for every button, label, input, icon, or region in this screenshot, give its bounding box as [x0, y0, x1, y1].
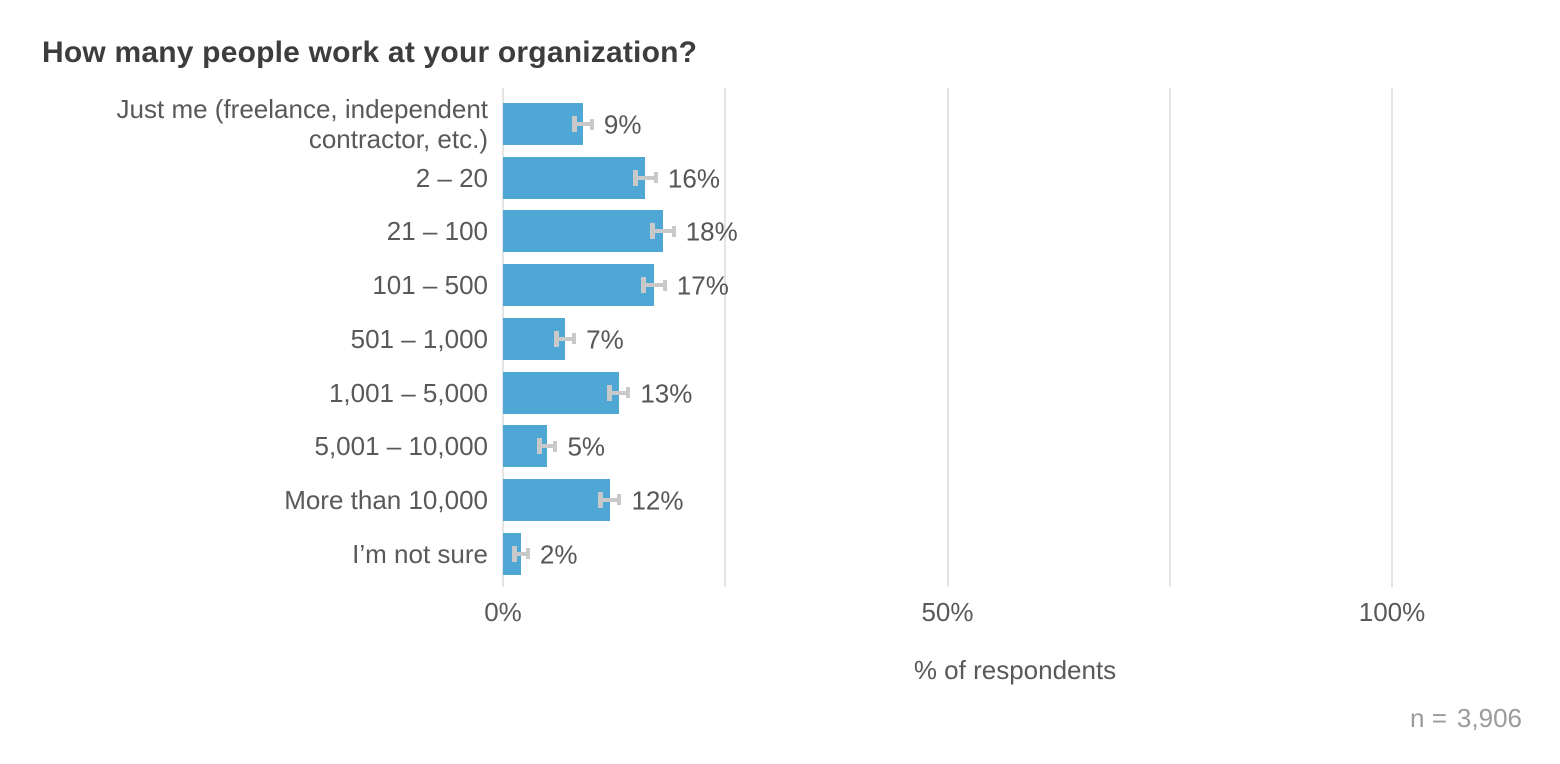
- error-bar-line: [574, 122, 592, 126]
- category-label: 101 – 500: [372, 270, 488, 301]
- bar: [503, 371, 619, 414]
- category-label: 1,001 – 5,000: [328, 377, 488, 408]
- value-label: 12%: [631, 485, 684, 516]
- category-label: I’m not sure: [352, 538, 488, 569]
- gridline: [1391, 88, 1393, 587]
- gridline: [724, 88, 727, 587]
- category-label: 5,001 – 10,000: [314, 431, 489, 462]
- value-label: 17%: [676, 270, 729, 301]
- error-bar-line: [599, 497, 620, 502]
- error-bar-line: [634, 175, 656, 180]
- error-bar-line: [643, 283, 665, 288]
- category-label: 2 – 20: [415, 162, 488, 193]
- error-bar-cap-left: [554, 330, 560, 347]
- error-bar-line: [556, 336, 575, 341]
- error-bar-cap-left: [650, 223, 656, 240]
- error-bar-cap-left: [537, 438, 543, 455]
- x-tick-label: 100%: [1358, 597, 1426, 627]
- bar: [503, 264, 655, 307]
- bar: [503, 156, 646, 199]
- x-tick-label: 50%: [921, 597, 974, 627]
- bar: [503, 478, 610, 521]
- bar: [503, 210, 664, 253]
- error-bar-line: [652, 229, 674, 234]
- sample-size-value: 3,906: [1456, 703, 1522, 733]
- gridline: [1168, 88, 1171, 587]
- value-label: 9%: [603, 109, 642, 140]
- error-bar-cap-right: [589, 118, 594, 130]
- value-label: 13%: [640, 378, 693, 408]
- sample-size-prefix: n =: [1410, 703, 1447, 733]
- error-bar-cap-left: [572, 116, 578, 132]
- error-bar-cap-left: [606, 384, 612, 401]
- sample-size-note: n = 3,906: [1410, 703, 1522, 734]
- x-axis-label: % of respondents: [913, 655, 1117, 685]
- category-label: 501 – 1,000: [350, 323, 488, 354]
- value-label: 2%: [539, 539, 578, 570]
- error-bar-cap-right: [572, 333, 577, 345]
- error-bar-cap-right: [671, 225, 676, 237]
- error-bar-cap-right: [617, 494, 622, 506]
- error-bar-cap-right: [662, 279, 667, 291]
- chart-title: How many people work at your organizatio…: [42, 36, 698, 69]
- gridline: [946, 88, 949, 587]
- error-bar-cap-left: [511, 545, 517, 562]
- error-bar-line: [513, 551, 528, 556]
- x-tick-label: 0%: [484, 597, 522, 627]
- error-bar-cap-left: [597, 491, 603, 508]
- category-label: More than 10,000: [284, 484, 488, 515]
- error-bar-cap-left: [632, 169, 638, 186]
- error-bar-line: [539, 444, 556, 449]
- category-label: 21 – 100: [386, 216, 488, 247]
- bar: [503, 103, 583, 145]
- error-bar-cap-right: [653, 172, 658, 184]
- error-bar-cap-right: [553, 440, 558, 452]
- error-bar-line: [608, 390, 629, 395]
- value-label: 18%: [685, 216, 738, 247]
- category-label: Just me (freelance, independent contract…: [116, 94, 488, 154]
- error-bar-cap-left: [641, 277, 647, 294]
- value-label: 16%: [667, 163, 720, 194]
- value-label: 5%: [567, 431, 606, 462]
- value-label: 7%: [586, 324, 624, 355]
- error-bar-cap-right: [626, 387, 631, 398]
- error-bar-cap-right: [525, 548, 530, 560]
